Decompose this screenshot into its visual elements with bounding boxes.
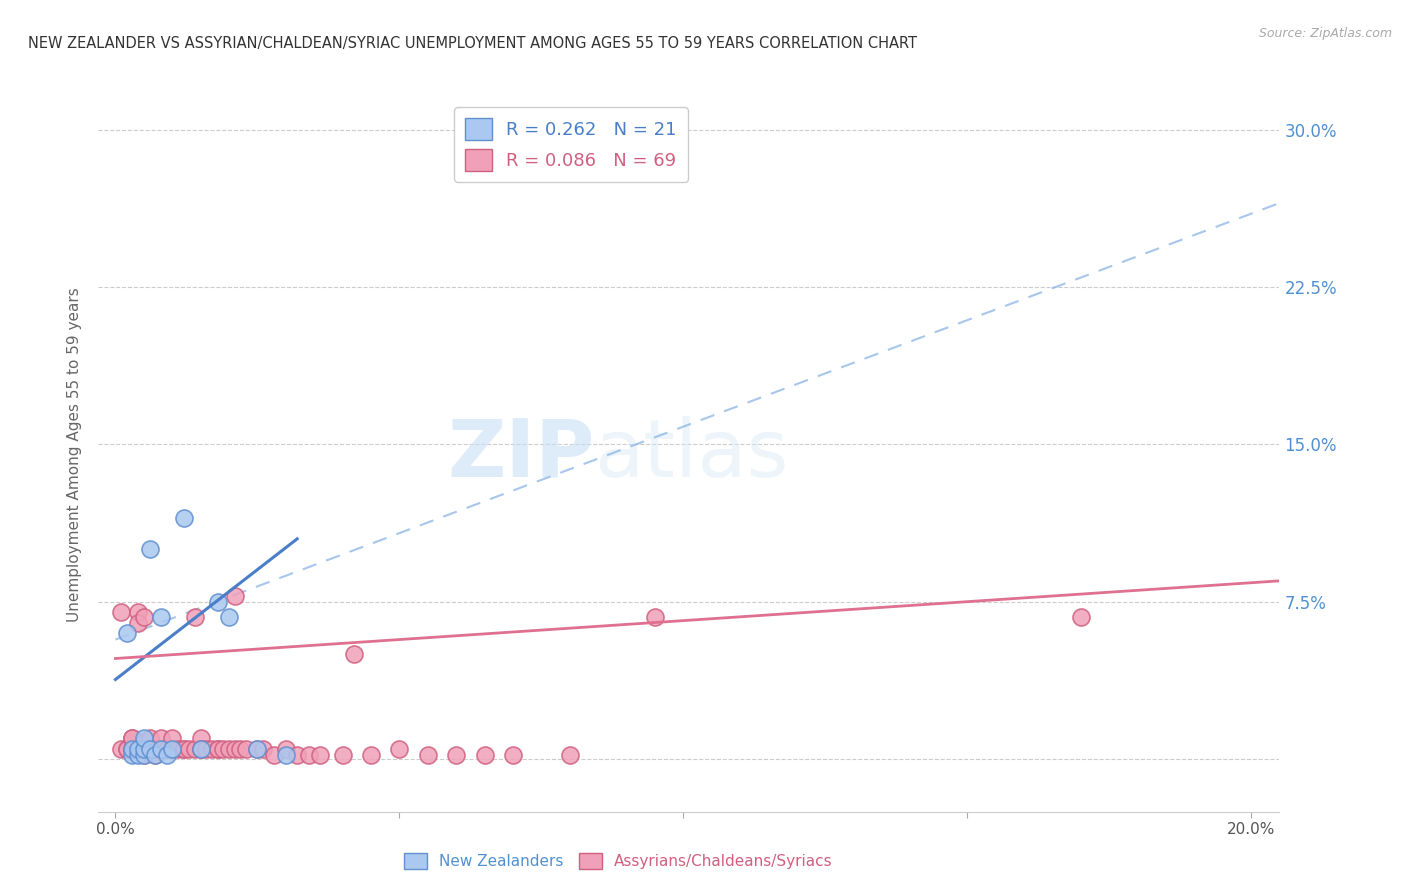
Point [127,605,149,619]
Point [201,741,224,756]
Point [195,741,218,756]
Point [127,741,149,756]
Point [644,609,666,624]
Point [132,741,155,756]
Point [207,741,229,756]
Point [218,609,240,624]
Y-axis label: Unemployment Among Ages 55 to 59 years: Unemployment Among Ages 55 to 59 years [67,287,83,623]
Point [121,741,143,756]
Point [207,741,229,756]
Text: Source: ZipAtlas.com: Source: ZipAtlas.com [1258,27,1392,40]
Point [149,741,172,756]
Point [388,741,411,756]
Point [121,741,143,756]
Point [149,741,172,756]
Point [173,741,195,756]
Point [121,731,143,746]
Point [360,747,382,762]
Point [444,747,467,762]
Point [343,648,366,662]
Point [474,747,496,762]
Point [138,542,160,557]
Point [246,741,269,756]
Point [149,609,172,624]
Point [149,731,172,746]
Point [138,741,160,756]
Text: ZIP: ZIP [447,416,595,494]
Point [132,735,155,749]
Point [127,615,149,630]
Point [110,741,132,756]
Point [143,741,166,756]
Point [274,741,297,756]
Point [132,741,155,756]
Point [1070,609,1092,624]
Point [502,747,524,762]
Point [132,609,155,624]
Point [190,741,212,756]
Point [235,741,257,756]
Point [162,731,183,746]
Point [224,741,246,756]
Legend: New Zealanders, Assyrians/Chaldeans/Syriacs: New Zealanders, Assyrians/Chaldeans/Syri… [398,847,838,875]
Point [121,747,143,762]
Point [110,605,132,619]
Point [155,741,177,756]
Point [138,741,160,756]
Point [297,747,319,762]
Point [263,747,285,762]
Point [184,609,207,624]
Point [558,747,581,762]
Point [179,741,201,756]
Point [127,747,149,762]
Point [132,741,155,756]
Point [132,747,155,762]
Point [224,589,246,603]
Point [285,747,308,762]
Point [115,741,138,756]
Point [115,741,138,756]
Point [149,741,172,756]
Point [218,741,240,756]
Point [115,626,138,640]
Point [252,741,274,756]
Point [246,741,269,756]
Point [332,747,354,762]
Point [162,741,183,756]
Point [132,741,155,756]
Text: NEW ZEALANDER VS ASSYRIAN/CHALDEAN/SYRIAC UNEMPLOYMENT AMONG AGES 55 TO 59 YEARS: NEW ZEALANDER VS ASSYRIAN/CHALDEAN/SYRIA… [28,36,917,51]
Point [143,741,166,756]
Point [184,741,207,756]
Point [167,741,190,756]
Point [190,731,212,746]
Point [162,741,183,756]
Point [121,731,143,746]
Point [138,731,160,746]
Point [143,747,166,762]
Point [143,747,166,762]
Point [155,741,177,756]
Point [308,747,332,762]
Point [155,747,177,762]
Point [173,741,195,756]
Point [127,741,149,756]
Point [207,595,229,609]
Point [173,511,195,525]
Point [212,741,235,756]
Point [190,741,212,756]
Point [138,741,160,756]
Point [274,747,297,762]
Text: atlas: atlas [595,416,789,494]
Point [416,747,439,762]
Point [162,741,183,756]
Point [190,741,212,756]
Point [132,747,155,762]
Point [127,741,149,756]
Point [132,731,155,746]
Point [121,741,143,756]
Point [229,741,252,756]
